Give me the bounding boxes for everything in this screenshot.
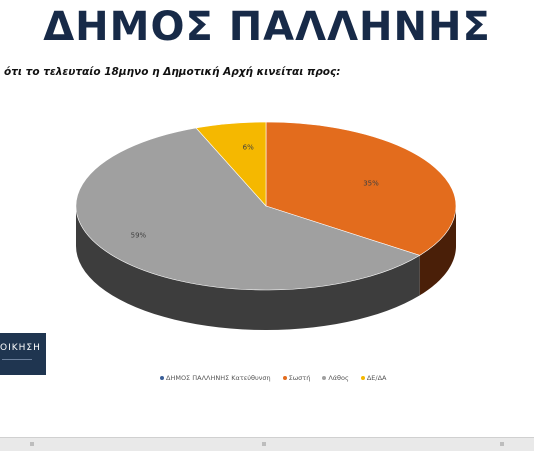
scroll-tick (500, 442, 504, 446)
legend-label: Λάθος (328, 374, 349, 382)
scroll-tick (262, 442, 266, 446)
legend-swatch (360, 376, 365, 380)
legend-swatch (322, 376, 327, 380)
legend-swatch (282, 376, 287, 380)
logo-underline (2, 359, 32, 368)
pie-sides (76, 206, 456, 330)
pie-top (75, 121, 457, 291)
logo-text: ΟΙΚΗΣΗ (0, 343, 41, 353)
legend-label: Σωστή (288, 374, 311, 382)
pie-slice-3 (195, 121, 267, 207)
pie-side-1 (419, 206, 456, 296)
survey-question: ότι το τελευταίο 18μηνο η Δημοτική Αρχή … (4, 66, 341, 78)
legend-item-1: Σωστή (282, 374, 311, 382)
legend-item-2: Λάθος (322, 374, 349, 382)
legend-swatch (160, 376, 164, 380)
legend-label: ΔΗΜΟΣ ΠΑΛΛΗΝΗΣ Κατεύθυνση (166, 374, 271, 382)
pie-slice-1 (265, 121, 457, 256)
page-title: ΔΗΜΟΣ ΠΑΛΛΗΝΗΣ (43, 4, 491, 50)
scrollbar-bottom[interactable] (0, 437, 534, 451)
data-label-1: 35% (363, 179, 379, 187)
scroll-tick (30, 442, 34, 446)
data-label-3: 6% (243, 144, 254, 152)
pie-slice-2 (75, 127, 421, 291)
chart-legend: ΔΗΜΟΣ ΠΑΛΛΗΝΗΣ Κατεύθυνση Σωστή Λάθος ΔΕ/ΔΑ (160, 374, 386, 382)
legend-label: ΔΕ/ΔΑ (366, 374, 387, 382)
legend-item-3: ΔΕ/ΔΑ (360, 374, 387, 382)
data-label-2: 59% (131, 231, 147, 239)
pie-side-2 (76, 206, 420, 330)
legend-item-0: ΔΗΜΟΣ ΠΑΛΛΗΝΗΣ Κατεύθυνση (160, 374, 271, 382)
logo: ΟΙΚΗΣΗ (0, 333, 46, 375)
